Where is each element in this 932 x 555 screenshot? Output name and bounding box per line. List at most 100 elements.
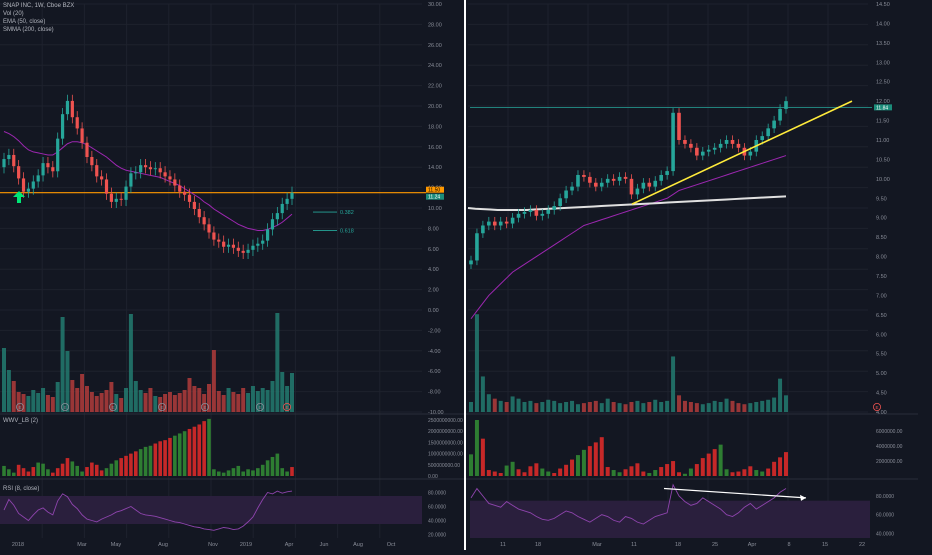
wwv-bar	[772, 461, 777, 476]
price-axis-label: 5.00	[876, 371, 887, 377]
volume-bar	[641, 403, 646, 412]
wwv-bar	[124, 455, 128, 476]
wwv-bar	[173, 435, 177, 476]
candle-body	[784, 101, 788, 109]
wwv-bar	[163, 440, 167, 476]
wwv-bar	[528, 466, 533, 476]
volume-bar	[534, 403, 539, 412]
wwv-axis-label: 1500000000.00	[428, 440, 463, 446]
volume-bar	[736, 403, 741, 412]
wwv-bar	[605, 467, 610, 476]
volume-bar	[724, 398, 729, 412]
wwv-bar	[682, 473, 687, 476]
wwv-bar	[647, 473, 652, 476]
volume-bar	[114, 394, 119, 412]
candle-body	[75, 117, 79, 129]
candle-body	[748, 151, 753, 156]
candle-body	[285, 198, 289, 204]
candle-body	[226, 244, 231, 247]
wwv-bar	[207, 418, 211, 476]
wwv-bar	[241, 471, 245, 476]
candle-body	[564, 190, 568, 199]
price-axis-label: 10.50	[876, 157, 890, 163]
candle-body	[197, 209, 201, 218]
rsi-line	[3, 490, 293, 531]
candle-body	[158, 168, 162, 173]
volume-bar	[516, 398, 521, 412]
earnings-marker-label: E	[285, 405, 288, 410]
wwv-bar	[36, 462, 40, 476]
wwv-bar	[177, 433, 182, 476]
wwv-bar	[256, 468, 260, 476]
candle-body	[730, 140, 735, 144]
wwv-bar	[469, 454, 473, 476]
wwv-bar	[516, 469, 521, 476]
wwv-bar	[599, 437, 604, 476]
wwv-bar	[168, 437, 172, 476]
wwv-bar	[182, 431, 187, 476]
candle-body	[611, 178, 616, 181]
x-axis-label: Nov	[208, 542, 218, 548]
wwv-bar	[587, 446, 592, 476]
x-axis-label: May	[111, 542, 122, 548]
volume-bar	[197, 388, 202, 412]
wwv-axis-label: 2500000000.00	[428, 418, 463, 424]
candle-body	[724, 140, 729, 144]
candle-body	[17, 166, 21, 179]
earnings-marker-icon	[255, 402, 264, 411]
candle-body	[700, 151, 705, 156]
volume-bar	[138, 390, 143, 412]
wwv-bar	[143, 446, 148, 476]
price-axis-label: -6.00	[428, 369, 441, 375]
wwv-axis-label: 2000000000.00	[428, 429, 463, 435]
volume-bar	[45, 395, 50, 412]
volume-bar	[221, 395, 226, 412]
candle-body	[552, 206, 557, 210]
volume-bar	[712, 400, 717, 412]
candle-body	[689, 143, 693, 148]
rsi-trendline	[663, 487, 807, 499]
candle-body	[104, 179, 109, 194]
candle-body	[192, 201, 196, 210]
price-axis-label: 5.50	[876, 352, 887, 358]
candle-body	[222, 241, 226, 247]
candle-body	[153, 168, 157, 170]
x-axis-label: 2018	[12, 542, 24, 548]
candle-body	[65, 100, 70, 115]
candle-body	[570, 186, 574, 191]
volume-bar	[55, 382, 60, 412]
wwv-bar	[659, 467, 664, 476]
price-axis-label: 14.50	[876, 2, 890, 8]
volume-bar	[469, 402, 473, 412]
volume-bar	[480, 376, 485, 412]
wwv-bar	[197, 424, 202, 476]
x-axis-label: 25	[712, 542, 718, 548]
wwv-bar	[671, 461, 676, 476]
wwv-bar	[564, 464, 569, 476]
candle-body	[576, 174, 580, 187]
price-axis-label: 11.00	[876, 138, 889, 144]
wwv-bar	[246, 469, 250, 476]
wwv-bar	[265, 460, 270, 476]
volume-bar	[2, 348, 6, 412]
volume-bar	[182, 390, 187, 412]
volume-bar	[285, 386, 290, 412]
candle-body	[231, 244, 236, 248]
earnings-marker-label: E	[111, 405, 114, 410]
candle-body	[534, 209, 539, 216]
price-axis-label: 14.00	[876, 21, 890, 27]
candle-body	[31, 181, 35, 189]
candle-body	[469, 260, 473, 265]
candle-body	[134, 172, 138, 174]
candle-body	[766, 128, 770, 137]
price-axis-label: 7.50	[876, 274, 887, 280]
price-axis-label: 9.00	[876, 216, 887, 222]
volume-bar	[587, 402, 592, 412]
volume-bar	[207, 384, 212, 412]
wwv-axis-label: 0.00	[428, 474, 438, 480]
wwv-bar	[754, 470, 759, 476]
wwv-bar	[492, 471, 497, 476]
price-axis-label: -4.00	[428, 349, 441, 355]
earnings-marker-label: E	[63, 405, 66, 410]
wwv-bar	[275, 453, 280, 476]
